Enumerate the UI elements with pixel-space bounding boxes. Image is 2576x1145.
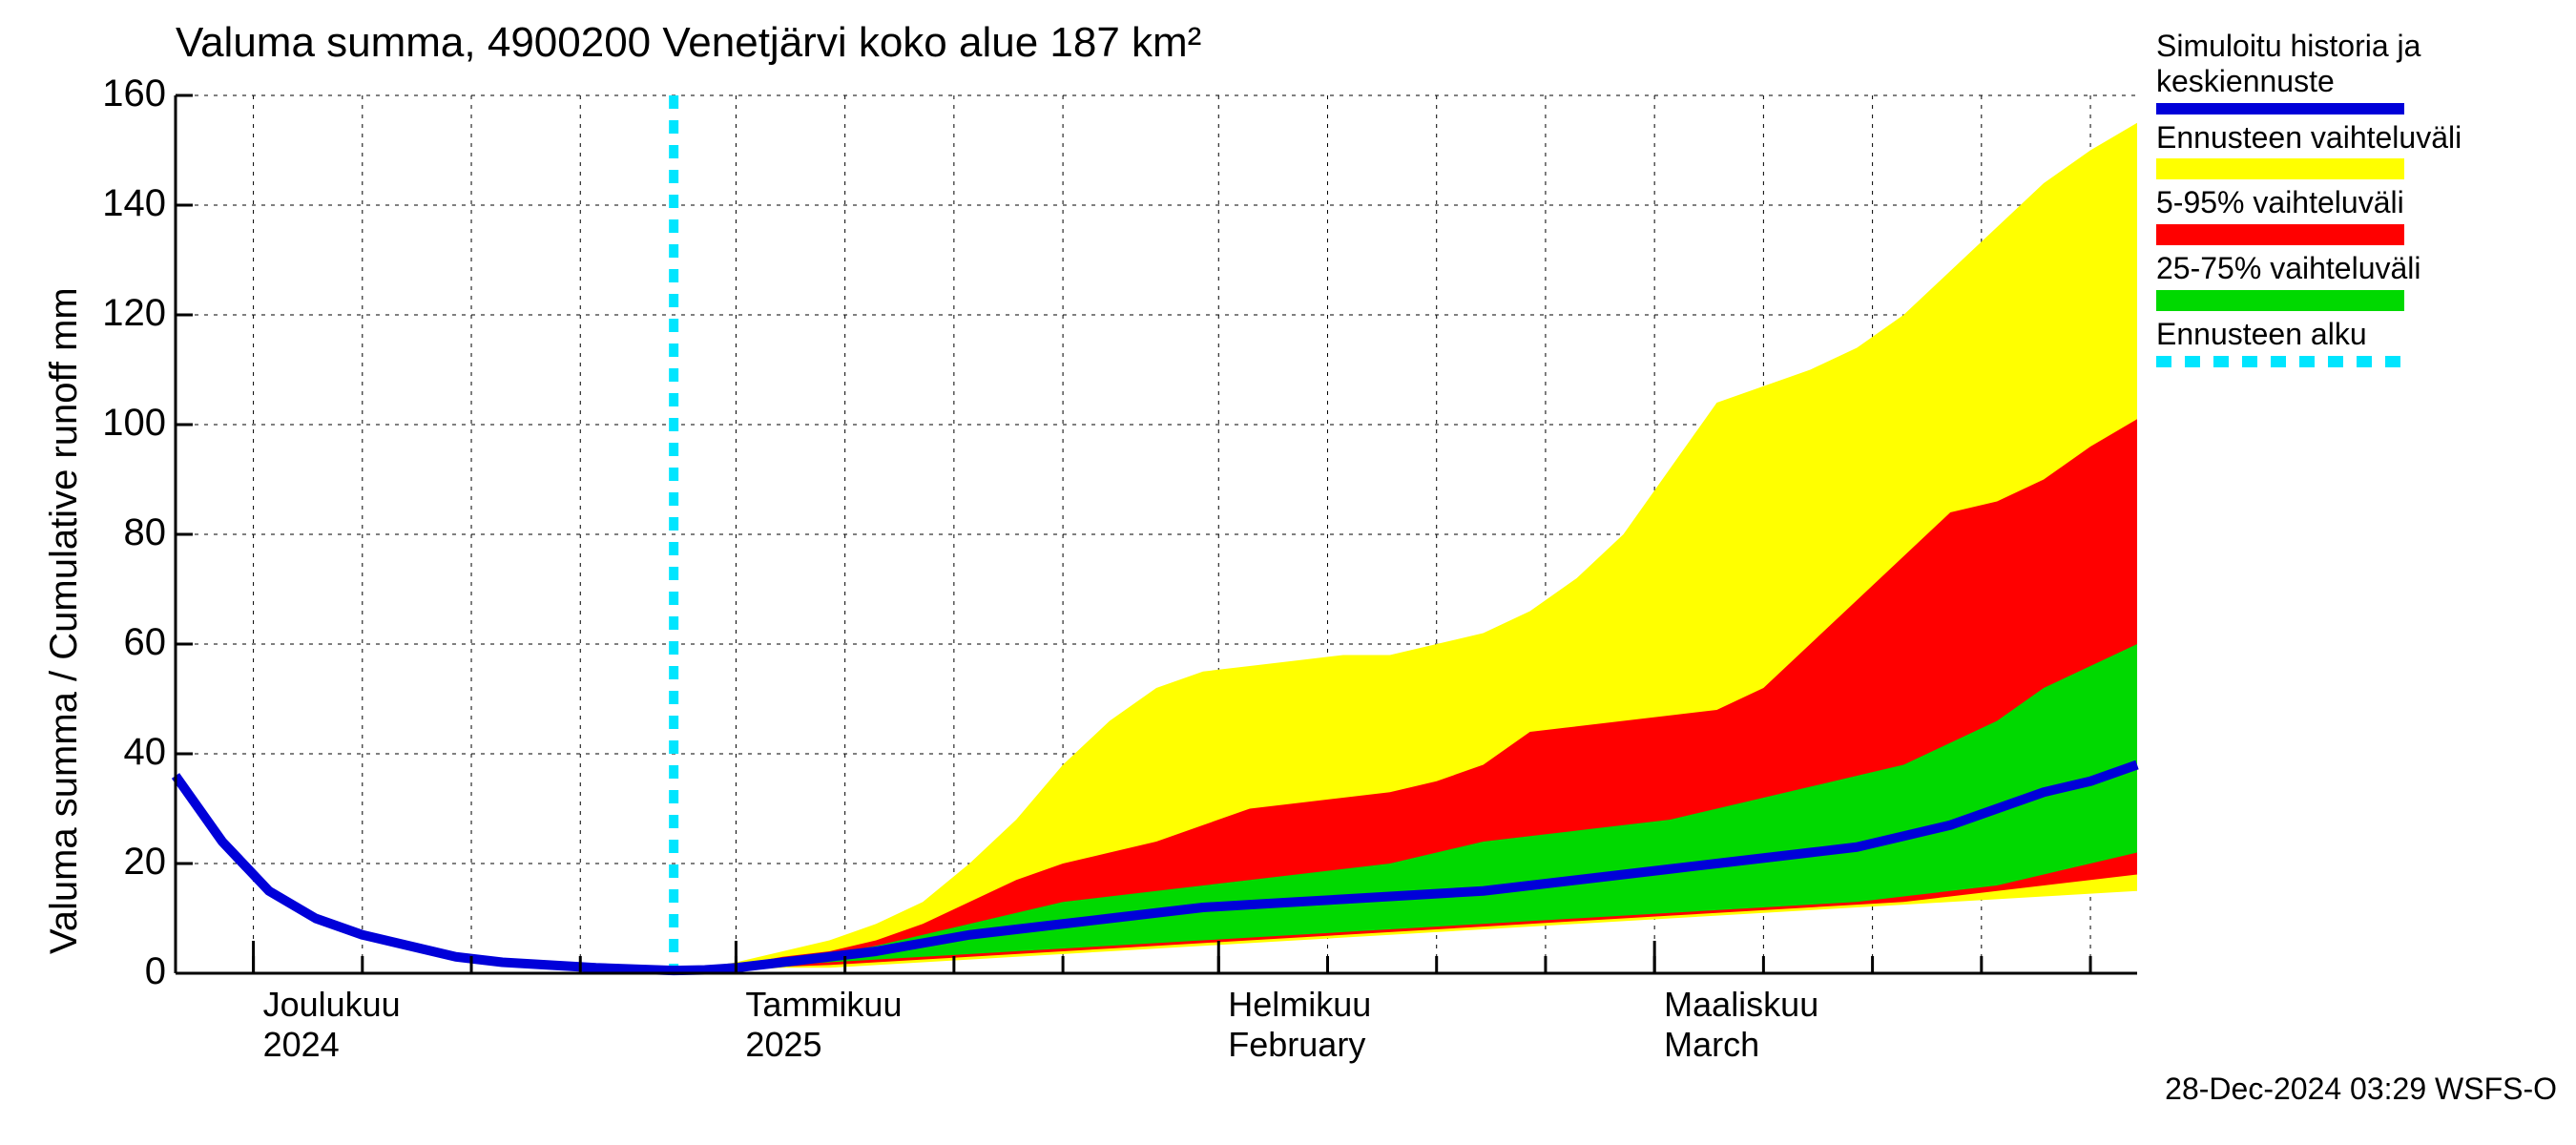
x-month-label: MaaliskuuMarch [1664,985,1818,1065]
chart-container: Valuma summa, 4900200 Venetjärvi koko al… [0,0,2576,1145]
legend-swatch [2156,224,2404,245]
legend-label: Simuloitu historia ja [2156,29,2462,64]
x-month-label: Tammikuu2025 [745,985,902,1065]
plot-area [176,95,2137,973]
legend: Simuloitu historia jakeskiennuste Ennuste… [2156,29,2462,373]
legend-item: 5-95% vaihteluväli [2156,185,2462,245]
y-tick: 0 [80,950,166,993]
x-month-label: HelmikuuFebruary [1228,985,1371,1065]
y-tick: 60 [80,621,166,664]
legend-swatch [2156,356,2404,367]
y-tick: 100 [80,402,166,445]
legend-swatch [2156,290,2404,311]
footer-timestamp: 28-Dec-2024 03:29 WSFS-O [2165,1072,2557,1107]
legend-label: Ennusteen vaihteluväli [2156,120,2462,156]
y-tick: 80 [80,511,166,554]
y-tick: 120 [80,292,166,335]
chart-title: Valuma summa, 4900200 Venetjärvi koko al… [176,19,1201,67]
legend-item: Simuloitu historia jakeskiennuste [2156,29,2462,114]
y-tick: 40 [80,731,166,774]
y-tick: 20 [80,841,166,884]
legend-item: Ennusteen vaihteluväli [2156,120,2462,180]
x-month-label: Joulukuu2024 [263,985,401,1065]
legend-label: 25-75% vaihteluväli [2156,251,2462,286]
legend-item: Ennusteen alku [2156,317,2462,367]
legend-label: 5-95% vaihteluväli [2156,185,2462,220]
legend-label: keskiennuste [2156,64,2462,99]
legend-swatch [2156,158,2404,179]
y-tick: 140 [80,182,166,225]
legend-label: Ennusteen alku [2156,317,2462,352]
y-tick: 160 [80,73,166,115]
legend-item: 25-75% vaihteluväli [2156,251,2462,311]
legend-swatch [2156,103,2404,114]
